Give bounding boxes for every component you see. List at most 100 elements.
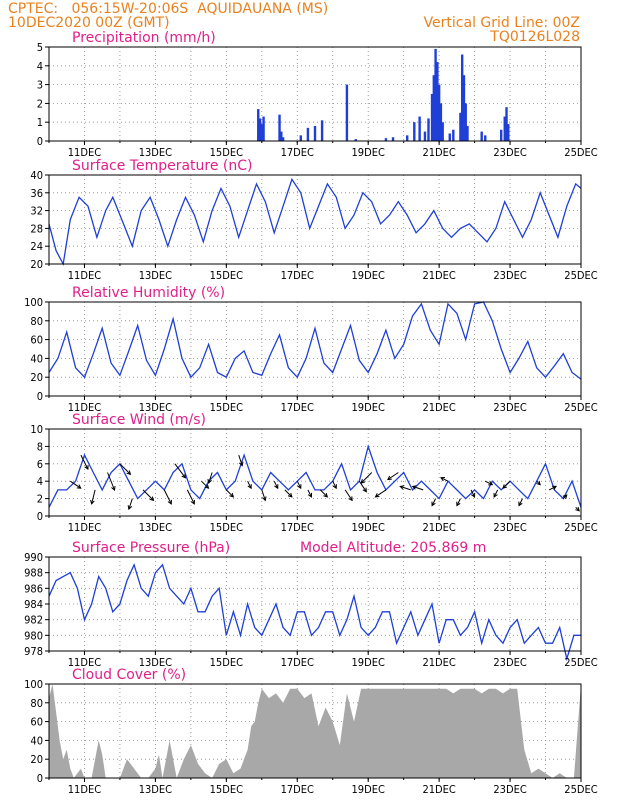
y-tick-label: 0 (37, 510, 43, 523)
x-tick-label: 21DEC (422, 401, 455, 414)
header-datetime: 10DEC2020 00Z (GMT) (8, 15, 170, 31)
precip-bar (452, 129, 455, 141)
wind-arrow-shaft (238, 454, 243, 466)
wind-arrow-shaft (502, 480, 511, 489)
wind-arrow-head (307, 492, 313, 498)
x-tick-label: 13DEC (139, 783, 172, 796)
wind-arrow-head (456, 501, 461, 507)
x-tick-label: 11DEC (68, 656, 101, 669)
wind-arrow (80, 454, 89, 471)
precip-bar (507, 124, 510, 141)
x-tick-label: 11DEC (68, 269, 101, 282)
wind-arrow-head (488, 481, 494, 486)
precip-bar (432, 75, 436, 141)
wind-arrow-shaft (485, 480, 493, 486)
y-tick-label: 40 (30, 352, 43, 365)
wind-arrow-head (575, 506, 580, 512)
x-tick-label: 23DEC (493, 656, 526, 669)
wind-arrow-shaft (375, 489, 387, 498)
precip-bar (313, 125, 317, 141)
x-tick-label: 17DEC (281, 269, 314, 282)
panel-0: 0 1 2 3 4 5 11DEC 13DEC 15DEC 17DEC 19DEC 21DEC 23DE… (37, 30, 598, 159)
panel-title: Surface Temperature (nC) (72, 158, 253, 174)
wind-arrow-shaft (273, 480, 279, 489)
panel-title: Surface Pressure (hPa) (72, 540, 230, 556)
wind-arrow-shaft (107, 472, 115, 491)
x-tick-label: 25DEC (564, 783, 597, 796)
x-tick-label: 13DEC (139, 269, 172, 282)
y-tick-label: 1 (37, 116, 43, 129)
wind-arrow (344, 489, 353, 502)
y-tick-label: 40 (30, 169, 43, 182)
wind-arrow (536, 480, 541, 486)
panel-frame (48, 683, 582, 779)
precip-bar (406, 135, 409, 141)
precip-bar (413, 122, 416, 141)
wind-arrow-head (247, 484, 252, 490)
precip-bar (299, 135, 303, 141)
wind-arrow-head (518, 501, 523, 507)
panel-frame (48, 174, 582, 265)
wind-arrow (90, 489, 96, 505)
wind-arrow-shaft (91, 489, 96, 505)
x-tick-label: 19DEC (352, 521, 385, 534)
wind-arrow-head (332, 484, 337, 490)
wind-arrow-shaft (208, 472, 213, 484)
precip-bar (459, 112, 462, 141)
x-tick-label: 17DEC (281, 401, 314, 414)
x-tick-label: 23DEC (493, 146, 526, 159)
x-tick-label: 11DEC (68, 401, 101, 414)
precip-bar (503, 116, 506, 141)
y-tick-label: 2 (37, 97, 43, 110)
wind-arrow-head (493, 492, 498, 498)
y-tick-label: 80 (30, 697, 43, 710)
x-tick-label: 17DEC (281, 783, 314, 796)
y-tick-label: 24 (30, 240, 43, 253)
x-tick-label: 25DEC (564, 656, 597, 669)
panel-frame (48, 428, 582, 517)
x-tick-label: 21DEC (422, 521, 455, 534)
precip-bar (262, 116, 265, 141)
x-tick-label: 15DEC (210, 401, 243, 414)
wind-arrow-shaft (518, 498, 523, 506)
wind-arrow-shaft (387, 472, 399, 480)
wind-arrow-shaft (319, 489, 328, 498)
wind-arrow (186, 489, 195, 505)
precip-bar (391, 137, 395, 141)
precip-bar (462, 75, 466, 141)
wind-arrow-shaft (225, 489, 234, 498)
precip-bar (257, 109, 260, 141)
wind-arrow-shaft (431, 498, 437, 506)
wind-arrow-head (111, 485, 116, 491)
panel-3: 0 2 4 6 8 10 11DEC 13DEC 15DEC 17DEC 19DEC 21DEC 23D… (30, 412, 597, 534)
y-tick-label: 0 (37, 772, 43, 785)
x-tick-label: 17DEC (281, 521, 314, 534)
wind-arrow-head (84, 465, 89, 471)
wind-arrow (386, 472, 399, 481)
wind-arrow-shaft (163, 489, 172, 505)
x-tick-label: 11DEC (68, 521, 101, 534)
wind-arrow (238, 454, 244, 467)
wind-arrow (456, 498, 461, 507)
x-tick-label: 23DEC (493, 783, 526, 796)
precip-bar (430, 94, 434, 141)
precip-bar (427, 118, 430, 141)
wind-arrow (431, 498, 437, 507)
x-tick-label: 11DEC (68, 146, 101, 159)
x-tick-label: 25DEC (564, 146, 597, 159)
y-tick-label: 36 (30, 187, 43, 200)
wind-arrow-head (399, 485, 405, 490)
wind-arrow-head (431, 501, 436, 507)
panel-2: 0 20 40 60 80 100 11DEC 13DEC 15DEC 17DEC 19DEC 21D… (24, 285, 598, 414)
header-model: TQ0126L028 (490, 29, 580, 45)
wind-arrow-shaft (332, 480, 337, 489)
wind-arrow (201, 480, 210, 489)
wind-arrow-head (181, 473, 187, 479)
precip-bar (448, 133, 451, 141)
y-tick-label: 100 (24, 296, 43, 309)
y-tick-label: 10 (30, 423, 43, 436)
wind-arrow (70, 480, 82, 489)
precip-bar (384, 138, 388, 141)
y-tick-label: 984 (24, 598, 43, 611)
wind-arrow (360, 472, 373, 484)
